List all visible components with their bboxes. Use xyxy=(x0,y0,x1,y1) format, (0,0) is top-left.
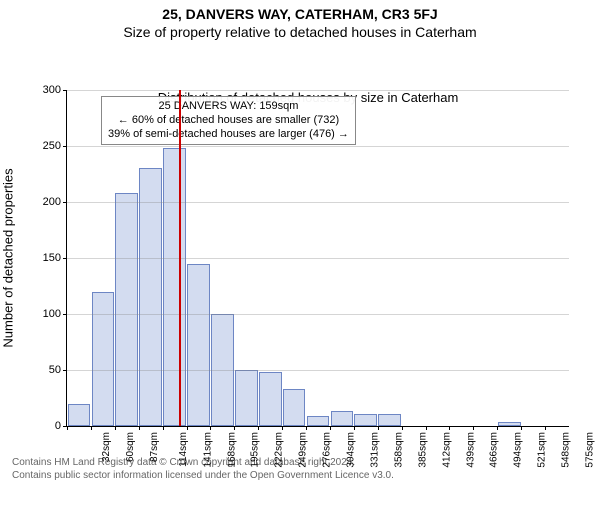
xtick-mark xyxy=(354,426,355,430)
xtick-mark xyxy=(426,426,427,430)
xtick-mark xyxy=(139,426,140,430)
ytick-mark xyxy=(63,314,67,315)
xtick-label: 304sqm xyxy=(346,432,357,468)
ytick-label: 250 xyxy=(33,140,61,152)
y-axis-label: Number of detached properties xyxy=(1,168,16,347)
annotation-line: ← 60% of detached houses are smaller (73… xyxy=(108,114,349,128)
plot-area: 25 DANVERS WAY: 159sqm ← 60% of detached… xyxy=(66,90,569,427)
xtick-mark xyxy=(378,426,379,430)
xtick-mark xyxy=(210,426,211,430)
xtick-label: 141sqm xyxy=(202,432,213,468)
xtick-mark xyxy=(545,426,546,430)
ytick-mark xyxy=(63,90,67,91)
xtick-mark xyxy=(115,426,116,430)
xtick-label: 521sqm xyxy=(537,432,548,468)
ytick-mark xyxy=(63,258,67,259)
gridline xyxy=(67,314,569,315)
xtick-mark xyxy=(306,426,307,430)
xtick-mark xyxy=(91,426,92,430)
bar xyxy=(307,416,330,426)
xtick-mark xyxy=(187,426,188,430)
xtick-label: 87sqm xyxy=(149,432,160,462)
gridline xyxy=(67,202,569,203)
gridline xyxy=(67,258,569,259)
ytick-label: 0 xyxy=(33,420,61,432)
xtick-mark xyxy=(282,426,283,430)
ytick-label: 300 xyxy=(33,84,61,96)
xtick-label: 439sqm xyxy=(465,432,476,468)
xtick-mark xyxy=(330,426,331,430)
gridline xyxy=(67,90,569,91)
annotation-line: 25 DANVERS WAY: 159sqm xyxy=(108,100,349,114)
bar xyxy=(235,370,258,426)
xtick-label: 60sqm xyxy=(125,432,136,462)
xtick-label: 32sqm xyxy=(101,432,112,462)
page-title: 25, DANVERS WAY, CATERHAM, CR3 5FJ xyxy=(0,6,600,22)
xtick-mark xyxy=(449,426,450,430)
xtick-mark xyxy=(234,426,235,430)
footer-line: Contains public sector information licen… xyxy=(12,469,600,482)
xtick-label: 548sqm xyxy=(561,432,572,468)
ytick-label: 100 xyxy=(33,308,61,320)
annotation-box: 25 DANVERS WAY: 159sqm ← 60% of detached… xyxy=(101,96,356,145)
xtick-mark xyxy=(402,426,403,430)
xtick-label: 331sqm xyxy=(370,432,381,468)
ytick-mark xyxy=(63,370,67,371)
page-subtitle: Size of property relative to detached ho… xyxy=(0,24,600,40)
ytick-label: 150 xyxy=(33,252,61,264)
bar xyxy=(331,411,354,426)
ytick-label: 50 xyxy=(33,364,61,376)
xtick-label: 168sqm xyxy=(226,432,237,468)
bar xyxy=(378,414,401,426)
ytick-label: 200 xyxy=(33,196,61,208)
bar xyxy=(354,414,377,426)
bar xyxy=(498,422,521,426)
bar xyxy=(68,404,91,426)
xtick-label: 195sqm xyxy=(250,432,261,468)
xtick-label: 412sqm xyxy=(441,432,452,468)
xtick-label: 466sqm xyxy=(489,432,500,468)
xtick-label: 575sqm xyxy=(585,432,596,468)
ytick-mark xyxy=(63,202,67,203)
xtick-mark xyxy=(163,426,164,430)
bar xyxy=(115,193,138,426)
ytick-mark xyxy=(63,146,67,147)
annotation-line: 39% of semi-detached houses are larger (… xyxy=(108,128,349,142)
xtick-label: 249sqm xyxy=(298,432,309,468)
xtick-mark xyxy=(521,426,522,430)
xtick-label: 385sqm xyxy=(417,432,428,468)
bar xyxy=(283,389,306,426)
marker-line xyxy=(179,90,181,426)
xtick-label: 494sqm xyxy=(513,432,524,468)
bar xyxy=(259,372,282,426)
xtick-mark xyxy=(258,426,259,430)
xtick-label: 276sqm xyxy=(322,432,333,468)
xtick-label: 358sqm xyxy=(393,432,404,468)
xtick-label: 114sqm xyxy=(178,432,189,467)
xtick-label: 222sqm xyxy=(274,432,285,468)
gridline xyxy=(67,146,569,147)
xtick-mark xyxy=(67,426,68,430)
xtick-mark xyxy=(497,426,498,430)
chart-container: Number of detached properties 25 DANVERS… xyxy=(48,90,568,450)
bar xyxy=(187,264,210,426)
bar xyxy=(92,292,115,426)
bar xyxy=(163,148,186,426)
gridline xyxy=(67,370,569,371)
bar xyxy=(139,168,162,426)
xtick-mark xyxy=(473,426,474,430)
